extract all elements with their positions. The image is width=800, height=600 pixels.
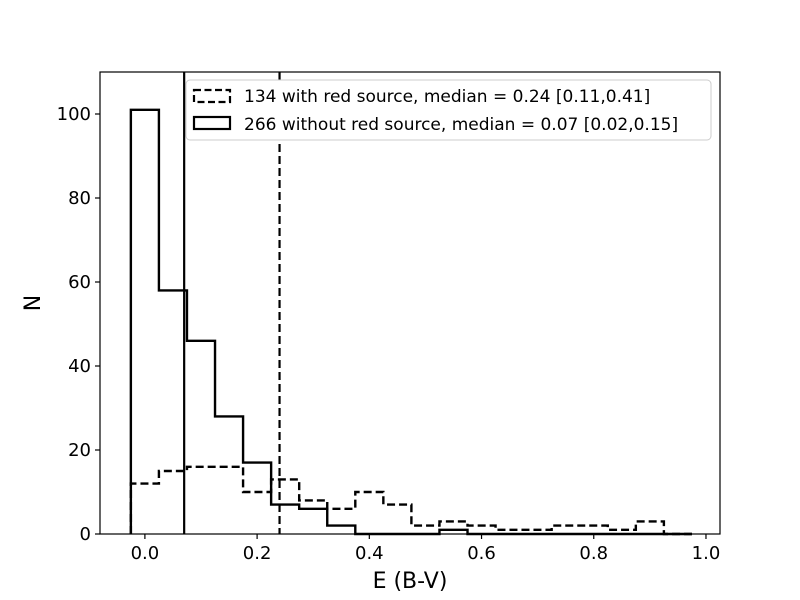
plot-area xyxy=(129,72,692,536)
y-tick-label: 100 xyxy=(57,104,91,125)
x-tick-label: 0.8 xyxy=(579,543,608,564)
y-axis: 0 20 40 60 80 100 xyxy=(57,104,100,545)
axes-frame xyxy=(99,71,721,535)
legend-box xyxy=(185,79,712,141)
legend-label-series-1: 134 with red source, median = 0.24 [0.11… xyxy=(244,87,650,107)
legend-swatch-dashed xyxy=(192,88,232,104)
histogram-series-2 xyxy=(129,108,692,536)
y-tick-label: 60 xyxy=(68,272,91,293)
y-tick-label: 20 xyxy=(68,440,91,461)
x-tick-label: 0.4 xyxy=(355,543,384,564)
x-tick-label: 0.6 xyxy=(467,543,496,564)
y-tick-label: 0 xyxy=(80,524,91,545)
y-tick-label: 80 xyxy=(68,188,91,209)
legend-label-series-2: 266 without red source, median = 0.07 [0… xyxy=(244,115,678,135)
x-tick-label: 1.0 xyxy=(692,543,721,564)
x-tick-label: 0.0 xyxy=(131,543,160,564)
x-axis: 0.0 0.2 0.4 0.6 0.8 1.0 xyxy=(131,534,721,564)
x-tick-label: 0.2 xyxy=(243,543,272,564)
legend-swatch-solid xyxy=(192,115,232,131)
histogram-series-1 xyxy=(129,465,692,536)
x-axis-label: E (B-V) xyxy=(373,569,448,594)
legend: 134 with red source, median = 0.24 [0.11… xyxy=(185,79,712,141)
y-axis-label: N xyxy=(21,295,46,311)
y-tick-label: 40 xyxy=(68,356,91,377)
